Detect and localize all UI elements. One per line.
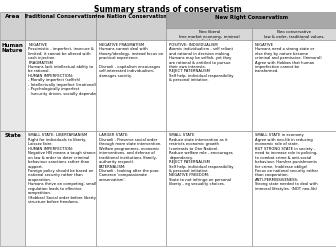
Text: One Nation Conservatism: One Nation Conservatism: [93, 15, 169, 19]
Bar: [0, 131, 25, 246]
Text: NEGATIVE
Pessimistic - imperfect, insecure &
limited; it cannot be altered with
: NEGATIVE Pessimistic - imperfect, insecu…: [28, 43, 101, 96]
Text: Neo conservative
law & order, traditional values,
state morality: Neo conservative law & order, traditiona…: [264, 30, 324, 43]
Bar: [166, 131, 252, 246]
Text: POSITIVE: INDIVIDUALISM
Atomic individualism - self reliant
and rational in deci: POSITIVE: INDIVIDUALISM Atomic individua…: [169, 43, 234, 82]
Bar: [25, 12, 96, 40]
Text: NEGATIVE PRAGMATISM
Humans cannot deal with
theory/ideology- instead focus on
pr: NEGATIVE PRAGMATISM Humans cannot deal w…: [99, 43, 163, 78]
Bar: [252, 28, 336, 40]
Bar: [252, 131, 336, 246]
Text: Neo liberal
free market economy, minimal
state, individual freedom: Neo liberal free market economy, minimal…: [179, 30, 240, 43]
Text: Human
Nature: Human Nature: [2, 43, 24, 53]
Text: SMALL STATE
Reduce state intervention as it
restricts economic growth
(contrasts: SMALL STATE Reduce state intervention as…: [169, 134, 234, 186]
Text: LARGER STATE:
Disraeli - Preserve social order
through more state intervention.
: LARGER STATE: Disraeli - Preserve social…: [99, 134, 161, 182]
Text: Traditional Conservatism: Traditional Conservatism: [24, 15, 97, 19]
Text: Area: Area: [5, 15, 20, 19]
Bar: [96, 131, 166, 246]
Bar: [0, 40, 25, 131]
Bar: [166, 12, 336, 28]
Text: Summary strands of conservatism: Summary strands of conservatism: [94, 6, 242, 15]
Text: State: State: [4, 134, 21, 138]
Text: SMALL STATE in economy
Agree with neo-lib in reducing
economic role of state.
BU: SMALL STATE in economy Agree with neo-li…: [255, 134, 318, 191]
Text: New Right Conservatism: New Right Conservatism: [215, 15, 288, 19]
Bar: [96, 12, 166, 40]
Bar: [252, 40, 336, 131]
Bar: [25, 40, 96, 131]
Text: SMALL STATE: LIBERTARIANISM
Right for individuals to liberty.
Laissez faire.
HUM: SMALL STATE: LIBERTARIANISM Right for in…: [28, 134, 97, 204]
Bar: [0, 12, 25, 40]
Bar: [25, 131, 96, 246]
Bar: [166, 40, 252, 131]
Bar: [96, 40, 166, 131]
Bar: [166, 28, 252, 40]
Text: NEGATIVE
Humans need a strong state or
else they by nature become
criminal and p: NEGATIVE Humans need a strong state or e…: [255, 43, 322, 73]
